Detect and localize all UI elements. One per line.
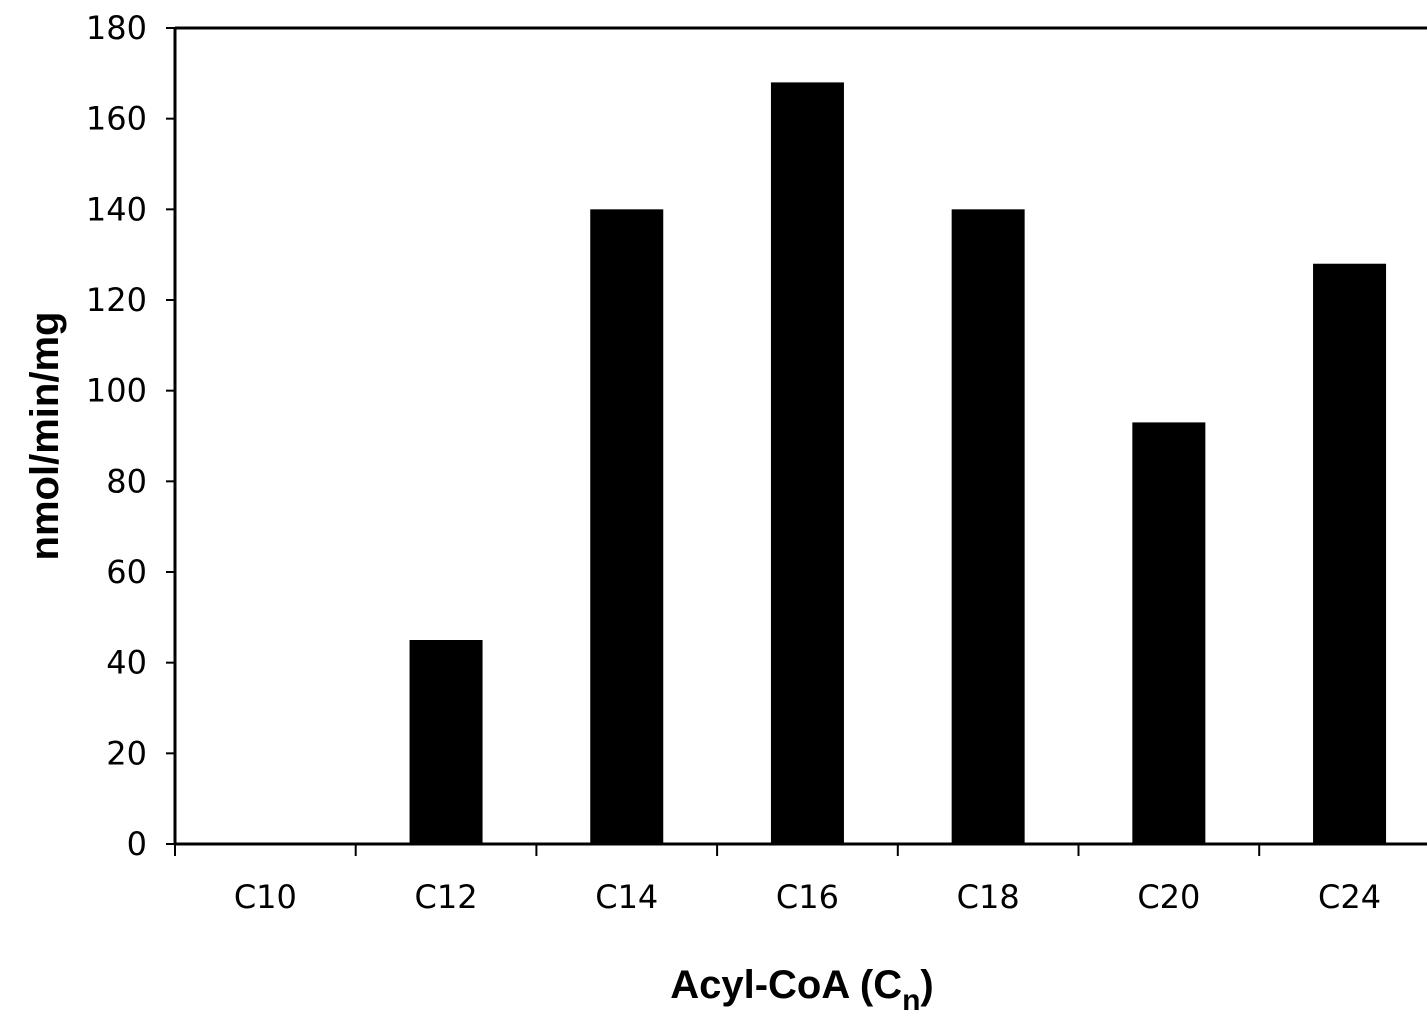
x-tick-label: C18 bbox=[957, 878, 1020, 916]
y-axis-title: nmol/min/mg bbox=[23, 312, 67, 561]
y-tick-label: 80 bbox=[106, 462, 147, 500]
x-axis-title-main: Acyl-CoA (C bbox=[670, 963, 902, 1007]
x-axis-ticks: C10 C12 C14 C16 C18 C20 C24 bbox=[174, 844, 1381, 916]
bars bbox=[409, 82, 1387, 845]
y-tick-label: 40 bbox=[106, 644, 147, 682]
x-tick-label: C12 bbox=[415, 878, 478, 916]
x-axis-title: Acyl-CoA (Cn) bbox=[670, 963, 934, 1012]
y-tick-label: 100 bbox=[86, 372, 147, 410]
y-tick-label: 140 bbox=[86, 190, 147, 228]
y-tick-label: 120 bbox=[86, 281, 147, 319]
bar-c14 bbox=[590, 209, 664, 845]
bar-c24 bbox=[1313, 263, 1387, 844]
y-tick-label: 60 bbox=[106, 553, 147, 591]
x-axis-title-subscript: n bbox=[902, 984, 920, 1012]
x-tick-label: C20 bbox=[1137, 878, 1200, 916]
x-tick-label: C14 bbox=[595, 878, 658, 916]
y-tick-label: 0 bbox=[127, 825, 147, 863]
x-tick-label: C16 bbox=[776, 878, 839, 916]
bar-c20 bbox=[1132, 422, 1206, 844]
x-axis-title-suffix: ) bbox=[920, 963, 933, 1007]
y-tick-label: 160 bbox=[86, 100, 147, 138]
bar-c18 bbox=[951, 209, 1025, 845]
x-tick-label: C10 bbox=[234, 878, 297, 916]
bar-c16 bbox=[770, 82, 844, 844]
y-tick-label: 20 bbox=[106, 734, 147, 772]
y-axis-ticks: 0 20 40 60 80 100 120 140 160 180 bbox=[86, 9, 175, 863]
x-tick-label: C24 bbox=[1318, 878, 1381, 916]
y-tick-label: 180 bbox=[86, 9, 147, 47]
bar-c12 bbox=[409, 640, 483, 844]
